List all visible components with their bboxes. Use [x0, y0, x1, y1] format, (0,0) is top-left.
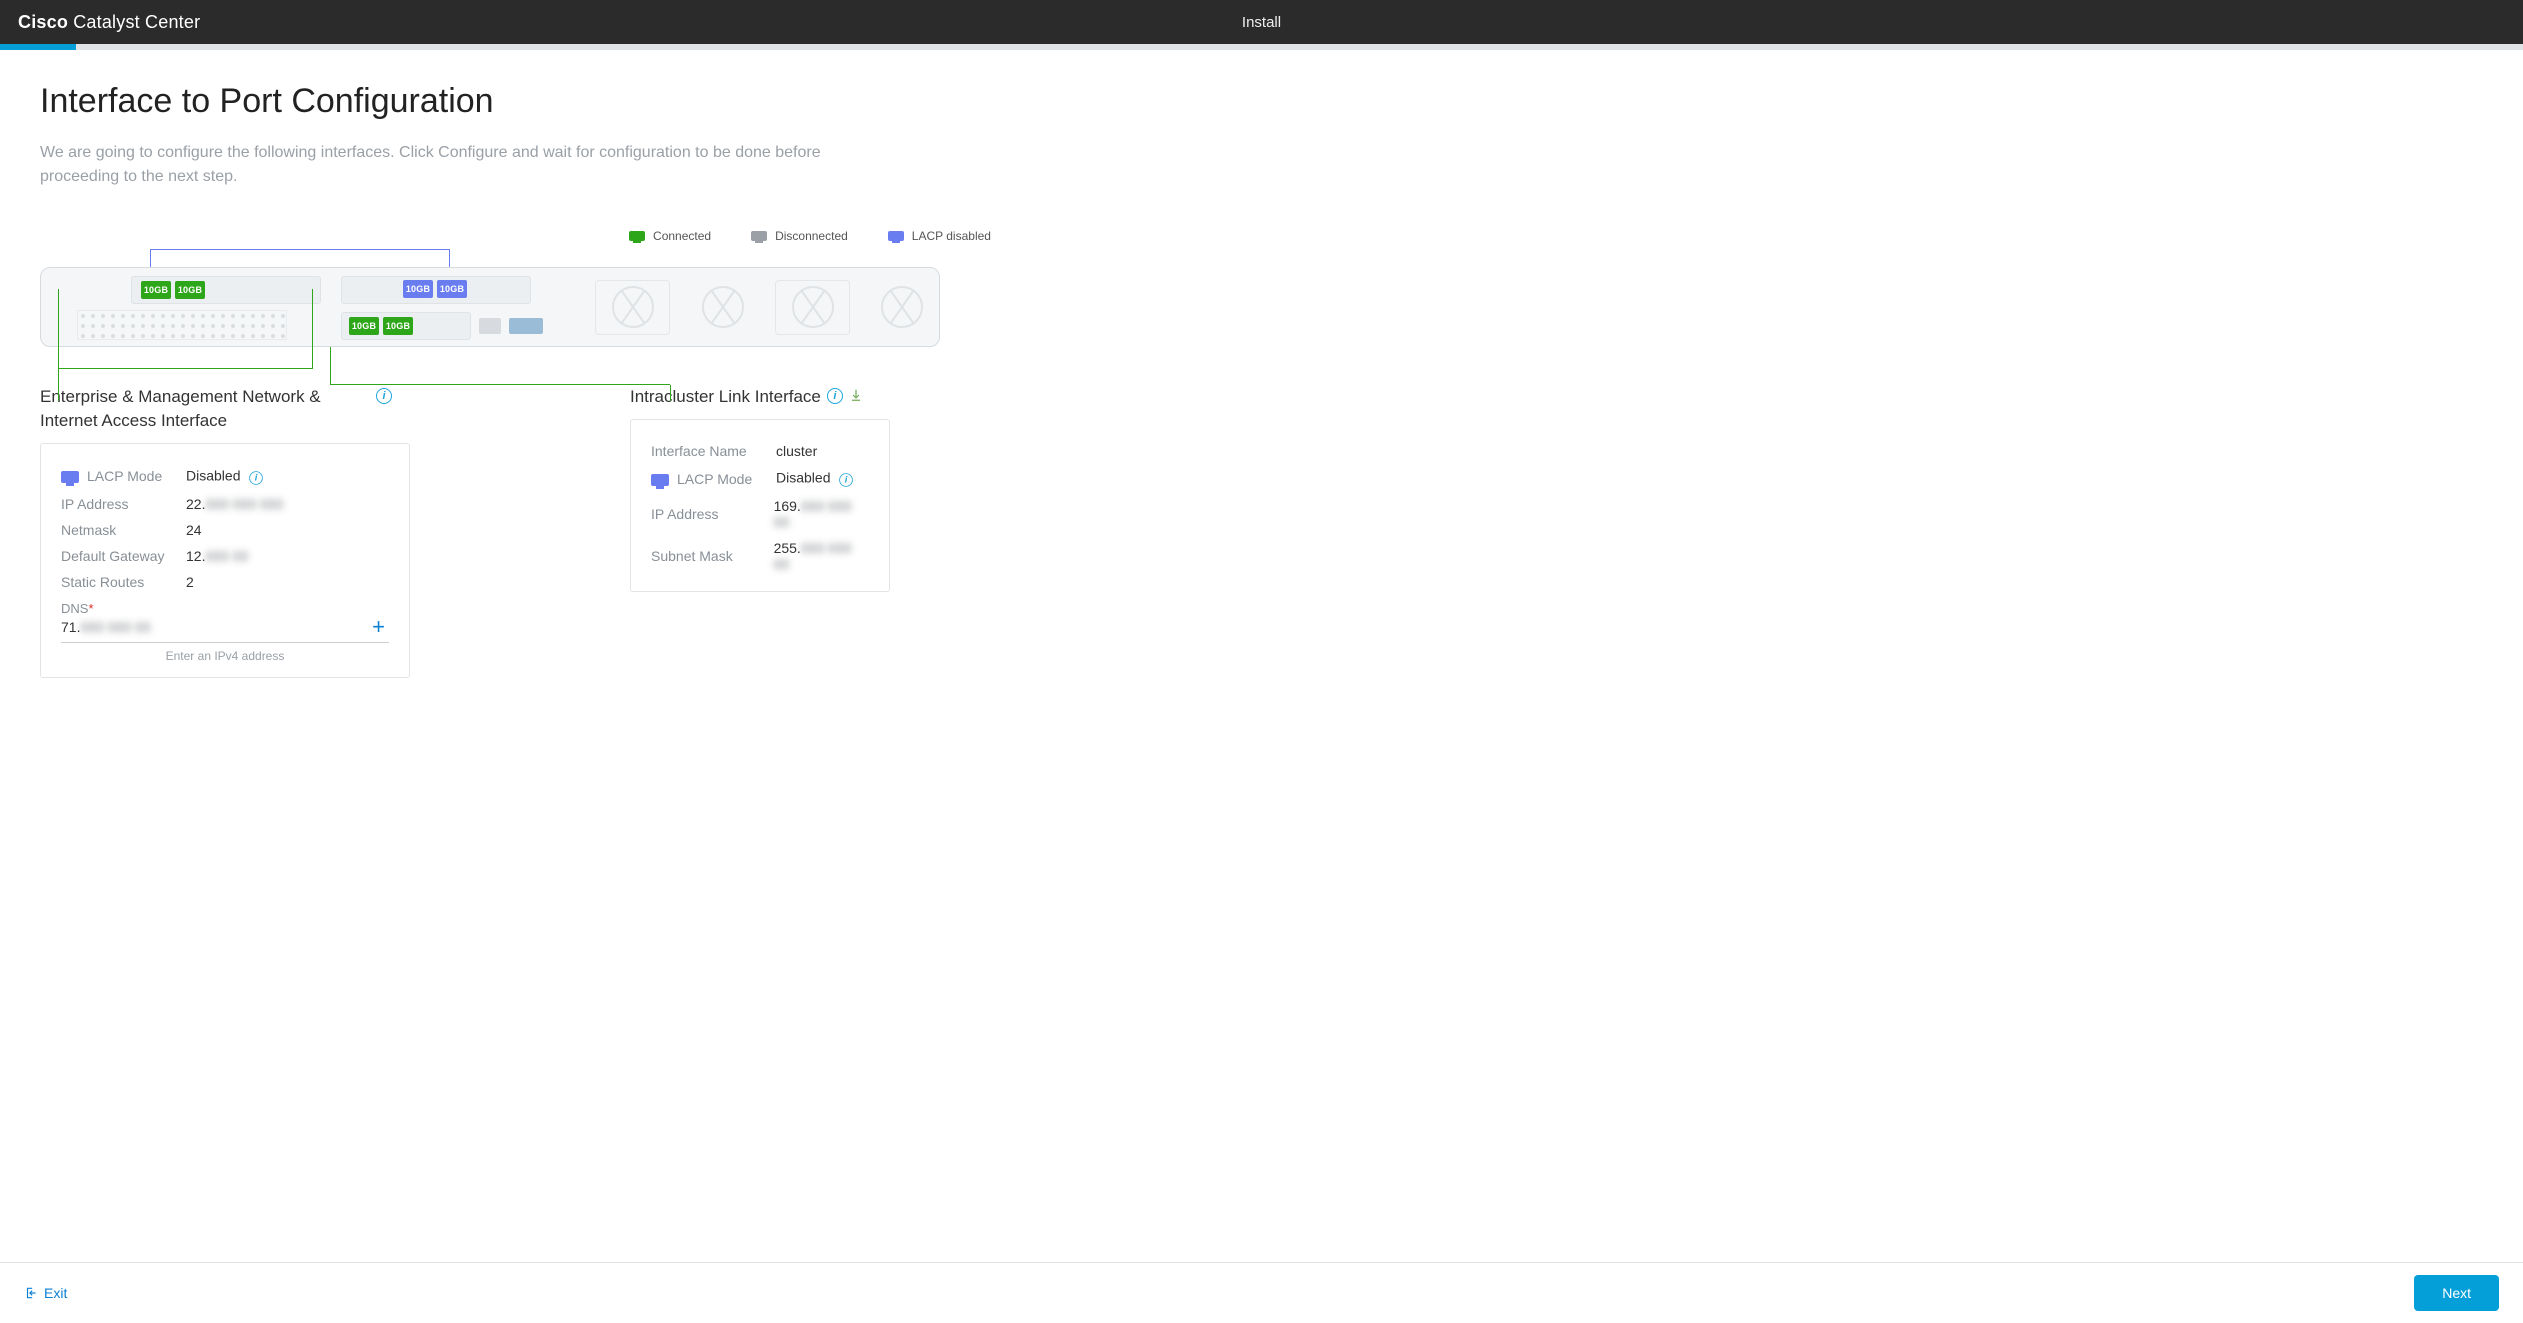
fan-icon: [702, 286, 744, 328]
progress-track: [0, 44, 2523, 50]
cluster-ifname-row: Interface Name cluster: [651, 438, 869, 464]
enterprise-title-text: Enterprise & Management Network & Intern…: [40, 385, 370, 433]
swatch-disconnected-icon: [751, 231, 767, 241]
enterprise-dns-input[interactable]: 71.000 000 00 +: [61, 616, 389, 643]
info-icon[interactable]: i: [376, 388, 392, 404]
cluster-ip-label: IP Address: [651, 506, 774, 522]
enterprise-static-routes-label: Static Routes: [61, 574, 186, 590]
enterprise-ip-label: IP Address: [61, 496, 186, 512]
port-legend: Connected Disconnected LACP disabled: [340, 229, 1280, 243]
port-enterprise-1[interactable]: 10GB: [141, 281, 171, 299]
lacp-chip-icon: [651, 474, 669, 486]
progress-bar: [0, 44, 76, 50]
lacp-chip-icon: [61, 471, 79, 483]
enterprise-dns-hint: Enter an IPv4 address: [61, 649, 389, 663]
cluster-ifname-label: Interface Name: [651, 443, 776, 459]
enterprise-netmask-row: Netmask 24: [61, 517, 389, 543]
port-lacp-1[interactable]: 10GB: [403, 280, 433, 298]
enterprise-netmask-label: Netmask: [61, 522, 186, 538]
cluster-port-outline: [330, 347, 670, 385]
fan-icon: [612, 286, 654, 328]
brand-light: Catalyst Center: [73, 12, 200, 32]
nic-plate-2: [341, 276, 531, 304]
cluster-title-text: Intracluster Link Interface: [630, 385, 821, 409]
enterprise-static-routes-link[interactable]: 2: [186, 574, 194, 590]
fan-icon: [792, 286, 834, 328]
download-icon[interactable]: [849, 387, 863, 409]
page-title: Interface to Port Configuration: [40, 82, 1280, 121]
enterprise-gateway-value: 12.000 00: [186, 548, 248, 564]
enterprise-gateway-label: Default Gateway: [61, 548, 186, 564]
enterprise-ip-row: IP Address 22.000 000 000: [61, 491, 389, 517]
page-description: We are going to configure the following …: [40, 141, 860, 189]
legend-connected-label: Connected: [653, 229, 711, 243]
enterprise-section-title: Enterprise & Management Network & Intern…: [40, 385, 410, 433]
cluster-section-title: Intracluster Link Interface i: [630, 385, 890, 409]
info-icon[interactable]: i: [827, 388, 843, 404]
cluster-drop-line: [670, 385, 671, 401]
legend-disconnected-label: Disconnected: [775, 229, 848, 243]
enterprise-ip-value: 22.000 000 000: [186, 496, 283, 512]
fan-icon: [881, 286, 923, 328]
legend-lacp: LACP disabled: [888, 229, 991, 243]
cluster-section: Intracluster Link Interface i Interface …: [630, 385, 890, 592]
swatch-connected-icon: [629, 231, 645, 241]
app-header: Cisco Catalyst Center Install: [0, 0, 2523, 44]
chassis: 10GB 10GB 10GB 10GB 10GB 10GB: [40, 267, 940, 347]
port-lacp-2[interactable]: 10GB: [437, 280, 467, 298]
chassis-diagram: 10GB 10GB 10GB 10GB 10GB 10GB: [40, 249, 940, 379]
cluster-subnet-value: 255.000 000 00: [774, 540, 869, 572]
info-icon[interactable]: i: [249, 471, 263, 485]
vent-grid: [77, 310, 287, 340]
port-enterprise-2[interactable]: 10GB: [175, 281, 205, 299]
main-content: Interface to Port Configuration We are g…: [0, 50, 1320, 1262]
enterprise-dns-label: DNS*: [61, 601, 389, 616]
enterprise-netmask-value: 24: [186, 522, 202, 538]
psu-1: [595, 280, 670, 335]
cluster-ip-row: IP Address 169.000 000 00: [651, 493, 869, 535]
cluster-lacp-row: LACP Mode Disabled i: [651, 464, 869, 493]
enterprise-dns-block: DNS* 71.000 000 00 + Enter an IPv4 addre…: [61, 601, 389, 663]
enterprise-lacp-row: LACP Mode Disabled i: [61, 462, 389, 491]
legend-disconnected: Disconnected: [751, 229, 848, 243]
cluster-ip-value: 169.000 000 00: [774, 498, 869, 530]
port-cluster-1[interactable]: 10GB: [349, 317, 379, 335]
enterprise-drop-line: [58, 369, 59, 401]
enterprise-card: LACP Mode Disabled i IP Address 22.000 0…: [40, 443, 410, 678]
enterprise-dns-value: 71.000 000 00: [61, 619, 151, 635]
wizard-footer: Exit Next: [0, 1262, 2523, 1323]
interface-sections: Enterprise & Management Network & Intern…: [40, 385, 1280, 678]
add-dns-button[interactable]: +: [368, 616, 389, 638]
vga-port-icon: [509, 318, 543, 334]
cluster-card: Interface Name cluster LACP Mode Disable…: [630, 419, 890, 592]
cluster-lacp-label: LACP Mode: [651, 471, 776, 487]
chassis-right: [580, 268, 939, 346]
swatch-lacp-icon: [888, 231, 904, 241]
exit-button[interactable]: Exit: [24, 1285, 67, 1301]
brand: Cisco Catalyst Center: [18, 12, 200, 33]
info-icon[interactable]: i: [839, 474, 853, 488]
port-cluster-2[interactable]: 10GB: [383, 317, 413, 335]
cluster-subnet-row: Subnet Mask 255.000 000 00: [651, 535, 869, 577]
cluster-lacp-value: Disabled i: [776, 469, 854, 488]
enterprise-lacp-label: LACP Mode: [61, 468, 186, 484]
legend-lacp-label: LACP disabled: [912, 229, 991, 243]
enterprise-section: Enterprise & Management Network & Intern…: [40, 385, 410, 678]
misc-port-1: [479, 318, 501, 334]
exit-label: Exit: [44, 1285, 67, 1301]
cluster-subnet-label: Subnet Mask: [651, 548, 774, 564]
chassis-left: 10GB 10GB 10GB 10GB 10GB 10GB: [41, 268, 580, 346]
brand-bold: Cisco: [18, 12, 68, 32]
exit-icon: [24, 1286, 38, 1300]
legend-connected: Connected: [629, 229, 711, 243]
header-title: Install: [0, 14, 2523, 31]
enterprise-static-routes-row: Static Routes 2: [61, 569, 389, 595]
cluster-ifname-value: cluster: [776, 443, 817, 459]
enterprise-gateway-row: Default Gateway 12.000 00: [61, 543, 389, 569]
next-button[interactable]: Next: [2414, 1275, 2499, 1311]
psu-2: [775, 280, 850, 335]
enterprise-lacp-value: Disabled i: [186, 467, 264, 486]
